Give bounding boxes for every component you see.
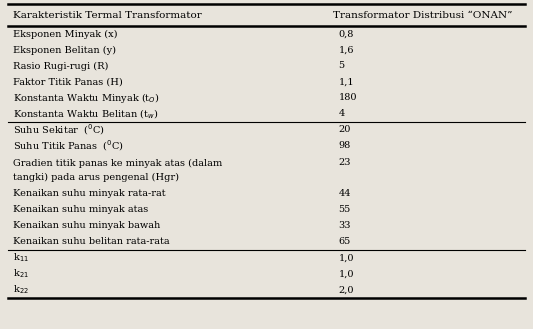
Text: 33: 33	[338, 221, 351, 231]
Text: Rasio Rugi-rugi (R): Rasio Rugi-rugi (R)	[13, 62, 109, 70]
Text: k$_{11}$: k$_{11}$	[13, 252, 29, 265]
Text: 23: 23	[338, 159, 351, 167]
Text: 2,0: 2,0	[338, 286, 354, 294]
Text: Eksponen Belitan (y): Eksponen Belitan (y)	[13, 45, 116, 55]
Text: 20: 20	[338, 125, 351, 135]
Text: Kenaikan suhu belitan rata-rata: Kenaikan suhu belitan rata-rata	[13, 238, 170, 246]
Text: Karakteristik Termal Transformator: Karakteristik Termal Transformator	[13, 11, 202, 19]
Text: 1,1: 1,1	[338, 78, 354, 87]
Text: Konstanta Waktu Belitan (t$_{w}$): Konstanta Waktu Belitan (t$_{w}$)	[13, 107, 159, 121]
Text: 0,8: 0,8	[338, 30, 354, 38]
Text: 98: 98	[338, 141, 351, 150]
Text: k$_{21}$: k$_{21}$	[13, 267, 29, 280]
Text: 1,0: 1,0	[338, 269, 354, 279]
Text: 44: 44	[338, 190, 351, 198]
Text: 180: 180	[338, 93, 357, 103]
Text: Faktor Titik Panas (H): Faktor Titik Panas (H)	[13, 78, 123, 87]
Text: 65: 65	[338, 238, 351, 246]
Text: tangki) pada arus pengenal (Hgr): tangki) pada arus pengenal (Hgr)	[13, 172, 179, 182]
Text: Suhu Titik Panas  ($^{0}$C): Suhu Titik Panas ($^{0}$C)	[13, 139, 124, 153]
Text: 5: 5	[338, 62, 344, 70]
Text: k$_{22}$: k$_{22}$	[13, 284, 29, 296]
Text: 4: 4	[338, 110, 345, 118]
Text: Kenaikan suhu minyak bawah: Kenaikan suhu minyak bawah	[13, 221, 160, 231]
Text: 1,6: 1,6	[338, 45, 354, 55]
Text: Gradien titik panas ke minyak atas (dalam: Gradien titik panas ke minyak atas (dala…	[13, 158, 223, 167]
Text: Kenaikan suhu minyak atas: Kenaikan suhu minyak atas	[13, 206, 149, 215]
Text: Transformator Distribusi “ONAN”: Transformator Distribusi “ONAN”	[333, 11, 513, 19]
Text: 55: 55	[338, 206, 351, 215]
Text: Eksponen Minyak (x): Eksponen Minyak (x)	[13, 29, 118, 38]
Text: Konstanta Waktu Minyak (t$_{O}$): Konstanta Waktu Minyak (t$_{O}$)	[13, 91, 160, 105]
Text: 1,0: 1,0	[338, 254, 354, 263]
Text: Suhu Sekitar  ($^{0}$C): Suhu Sekitar ($^{0}$C)	[13, 123, 105, 138]
Text: Kenaikan suhu minyak rata-rat: Kenaikan suhu minyak rata-rat	[13, 190, 166, 198]
